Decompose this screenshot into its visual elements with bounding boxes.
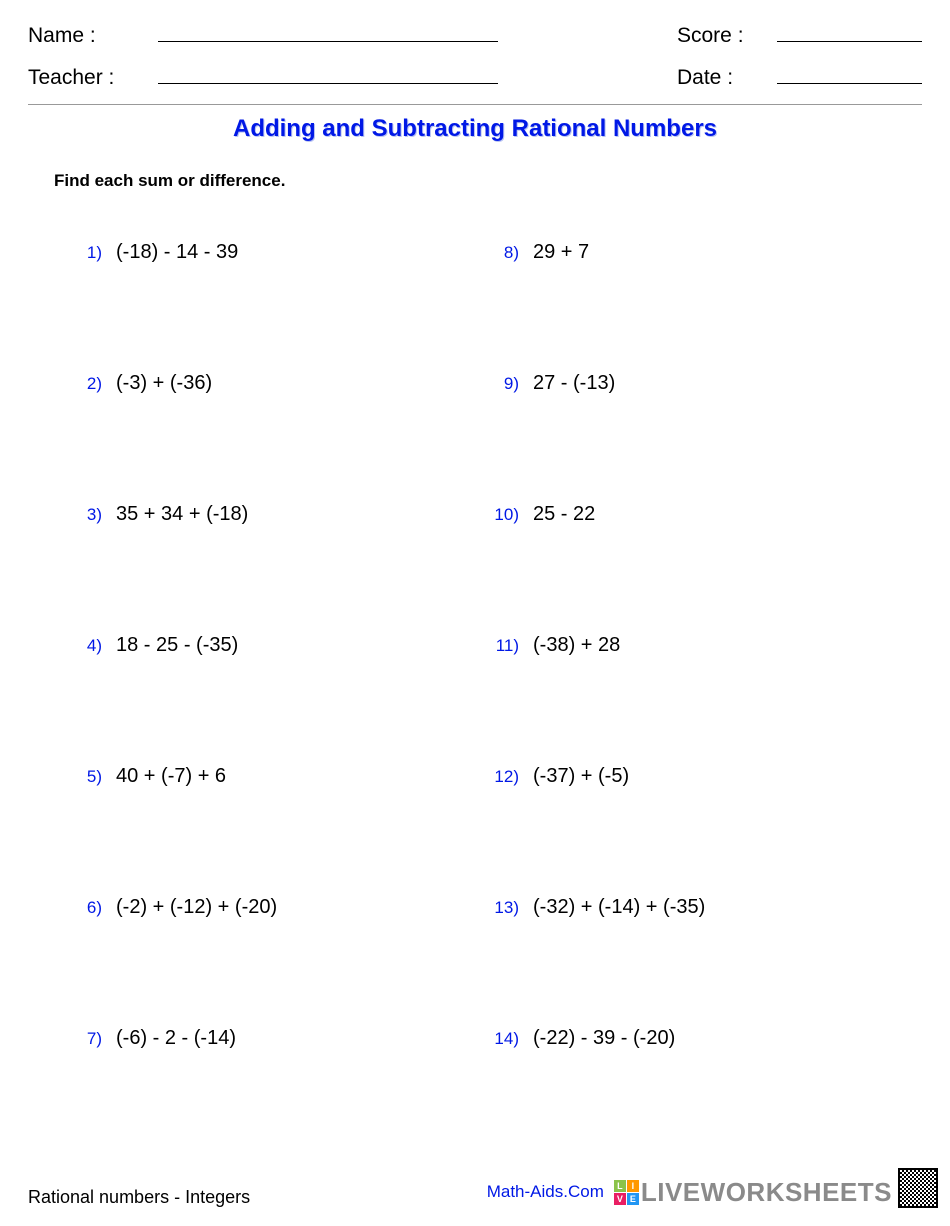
problem-13: 13) (-32) + (-14) + (-35)	[485, 896, 892, 919]
name-row: Name : Score :	[28, 20, 922, 48]
problem-2: 2) (-3) + (-36)	[68, 372, 475, 395]
liveworksheets-icon: LI VE	[614, 1180, 639, 1205]
problem-number: 4)	[68, 636, 102, 656]
problem-expression: (-2) + (-12) + (-20)	[116, 896, 277, 919]
problem-8: 8) 29 + 7	[485, 241, 892, 264]
instructions-text: Find each sum or difference.	[54, 171, 922, 191]
problem-1: 1) (-18) - 14 - 39	[68, 241, 475, 264]
problem-11: 11) (-38) + 28	[485, 634, 892, 657]
problem-number: 8)	[485, 243, 519, 263]
problem-5: 5) 40 + (-7) + 6	[68, 765, 475, 788]
name-label: Name :	[28, 24, 158, 48]
problem-number: 11)	[485, 636, 519, 656]
liveworksheets-logo: LI VE LIVEWORKSHEETS	[614, 1177, 892, 1208]
footer-left-text: Rational numbers - Integers	[28, 1187, 250, 1208]
name-blank[interactable]	[158, 20, 498, 42]
problem-4: 4) 18 - 25 - (-35)	[68, 634, 475, 657]
footer-right: Math-Aids.Com LI VE LIVEWORKSHEETS	[487, 1168, 938, 1208]
date-blank[interactable]	[777, 62, 922, 84]
teacher-blank[interactable]	[158, 62, 498, 84]
teacher-label: Teacher :	[28, 66, 158, 90]
problem-expression: (-38) + 28	[533, 634, 620, 657]
problem-expression: (-3) + (-36)	[116, 372, 212, 395]
problem-expression: (-22) - 39 - (-20)	[533, 1027, 675, 1050]
problem-12: 12) (-37) + (-5)	[485, 765, 892, 788]
problem-expression: (-18) - 14 - 39	[116, 241, 238, 264]
problem-14: 14) (-22) - 39 - (-20)	[485, 1027, 892, 1050]
problem-expression: 29 + 7	[533, 241, 589, 264]
teacher-row: Teacher : Date :	[28, 62, 922, 90]
problem-6: 6) (-2) + (-12) + (-20)	[68, 896, 475, 919]
problem-number: 2)	[68, 374, 102, 394]
score-label: Score :	[677, 24, 777, 48]
problem-expression: 18 - 25 - (-35)	[116, 634, 238, 657]
mathaids-credit: Math-Aids.Com	[487, 1182, 604, 1202]
problem-9: 9) 27 - (-13)	[485, 372, 892, 395]
worksheet-title: Adding and Subtracting Rational Numbers	[28, 115, 922, 143]
problem-number: 3)	[68, 505, 102, 525]
problem-expression: (-37) + (-5)	[533, 765, 629, 788]
problem-number: 9)	[485, 374, 519, 394]
problem-number: 13)	[485, 898, 519, 918]
problem-number: 1)	[68, 243, 102, 263]
score-blank[interactable]	[777, 20, 922, 42]
problem-number: 12)	[485, 767, 519, 787]
problem-expression: (-6) - 2 - (-14)	[116, 1027, 236, 1050]
problem-expression: (-32) + (-14) + (-35)	[533, 896, 705, 919]
problems-grid: 1) (-18) - 14 - 39 8) 29 + 7 2) (-3) + (…	[28, 241, 922, 1050]
problem-number: 6)	[68, 898, 102, 918]
problem-3: 3) 35 + 34 + (-18)	[68, 503, 475, 526]
problem-number: 7)	[68, 1029, 102, 1049]
footer: Rational numbers - Integers Math-Aids.Co…	[28, 1168, 938, 1208]
problem-number: 5)	[68, 767, 102, 787]
problem-expression: 35 + 34 + (-18)	[116, 503, 248, 526]
qr-code-icon	[898, 1168, 938, 1208]
problem-number: 10)	[485, 505, 519, 525]
liveworksheets-text: LIVEWORKSHEETS	[641, 1177, 892, 1208]
problem-10: 10) 25 - 22	[485, 503, 892, 526]
problem-expression: 25 - 22	[533, 503, 595, 526]
problem-expression: 40 + (-7) + 6	[116, 765, 226, 788]
date-label: Date :	[677, 66, 777, 90]
problem-number: 14)	[485, 1029, 519, 1049]
problem-7: 7) (-6) - 2 - (-14)	[68, 1027, 475, 1050]
header-divider	[28, 104, 922, 105]
problem-expression: 27 - (-13)	[533, 372, 615, 395]
